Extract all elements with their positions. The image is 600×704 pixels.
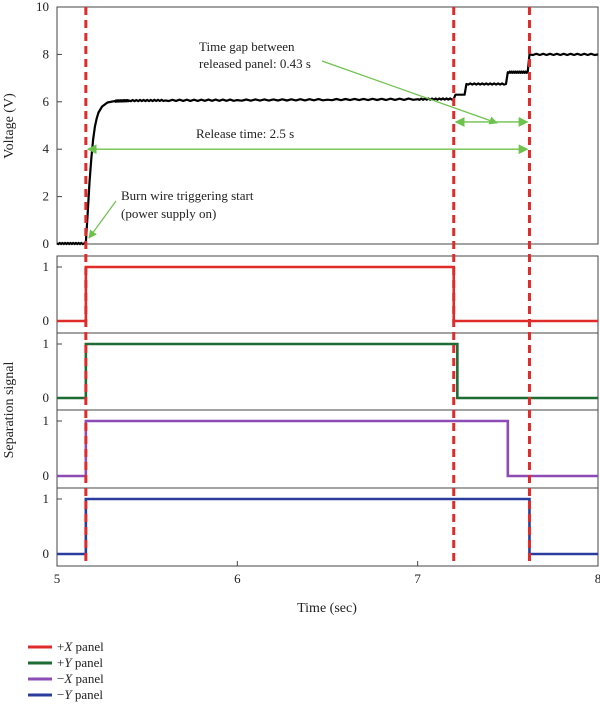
gap-label-pointer	[321, 60, 498, 125]
voltage-tick-label: 6	[43, 94, 50, 109]
legend-item: −X panel	[28, 671, 104, 686]
voltage-panel-frame	[56, 6, 599, 245]
x-axis-title: Time (sec)	[297, 601, 357, 616]
burn-label-pointer	[88, 200, 117, 239]
voltage-tick-label: 10	[36, 0, 49, 14]
separation-panel-frame	[56, 487, 599, 567]
legend-label: −X panel	[57, 671, 104, 686]
gap-label-line2: released panel: 0.43 s	[199, 56, 311, 71]
voltage-y-axis-title: Voltage (V)	[2, 93, 17, 159]
legend-item: −Y panel	[28, 687, 103, 702]
separation-tick-label: 1	[43, 259, 50, 274]
annotations: Time gap between released panel: 0.43 s …	[86, 39, 529, 239]
voltage-y-ticks: 0 2 4 6 8 10	[36, 0, 62, 251]
x-tick-label: 8	[595, 571, 600, 586]
separation-panel-4: 01	[43, 487, 599, 567]
separation-panel-1: 01	[43, 255, 599, 334]
separation-tick-label: 1	[43, 336, 50, 351]
separation-y-axis-title: Separation signal	[2, 361, 17, 458]
separation-tick-label: 0	[43, 390, 50, 405]
voltage-panel: 0 2 4 6 8 10 Voltage (V)	[2, 0, 599, 251]
gap-label-line1: Time gap between	[199, 39, 295, 54]
voltage-tick-label: 4	[43, 141, 50, 156]
burn-label-line2: (power supply on)	[121, 206, 216, 221]
separation-signal-line	[57, 342, 598, 400]
legend-label: +X panel	[57, 639, 104, 654]
legend-label: −Y panel	[57, 687, 103, 702]
separation-signal-line	[57, 419, 598, 478]
event-lines	[84, 7, 531, 566]
separation-signal-line	[57, 497, 598, 556]
separation-tick-label: 0	[43, 313, 50, 328]
separation-tick-label: 1	[43, 491, 50, 506]
separation-tick-label: 0	[43, 468, 50, 483]
separation-tick-label: 0	[43, 546, 50, 561]
separation-panel-3: 01	[43, 409, 599, 489]
legend-item: +X panel	[28, 639, 104, 654]
legend-item: +Y panel	[28, 655, 103, 670]
legend-label: +Y panel	[57, 655, 103, 670]
voltage-tick-label: 2	[43, 189, 50, 204]
separation-tick-label: 1	[43, 413, 50, 428]
voltage-tick-label: 8	[43, 46, 50, 61]
voltage-tick-label: 0	[43, 236, 50, 251]
x-tick-label: 7	[414, 571, 421, 586]
x-axis-ticks: 5 6 7 8	[54, 561, 600, 586]
voltage-series-line	[56, 52, 599, 246]
burn-label-line1: Burn wire triggering start	[121, 188, 254, 203]
x-tick-label: 5	[54, 571, 61, 586]
legend: +X panel+Y panel−X panel−Y panel	[28, 639, 104, 702]
x-tick-label: 6	[234, 571, 241, 586]
separation-signal-line	[57, 265, 598, 323]
separation-panel-2: 01	[43, 332, 599, 411]
release-time-label: Release time: 2.5 s	[196, 126, 294, 141]
